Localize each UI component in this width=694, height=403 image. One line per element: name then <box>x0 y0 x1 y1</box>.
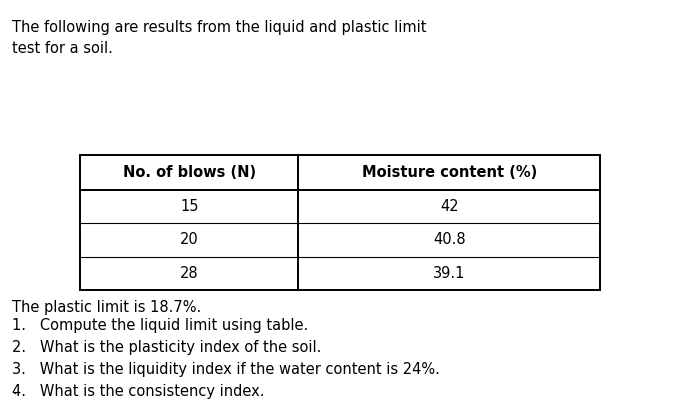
Text: 28: 28 <box>180 266 198 281</box>
Text: The following are results from the liquid and plastic limit: The following are results from the liqui… <box>12 20 427 35</box>
Text: Moisture content (%): Moisture content (%) <box>362 165 537 180</box>
Text: The plastic limit is 18.7%.: The plastic limit is 18.7%. <box>12 300 201 315</box>
Text: 40.8: 40.8 <box>433 233 466 247</box>
Text: 39.1: 39.1 <box>433 266 466 281</box>
Text: 3.   What is the liquidity index if the water content is 24%.: 3. What is the liquidity index if the wa… <box>12 362 440 377</box>
Text: 42: 42 <box>440 199 459 214</box>
Text: 20: 20 <box>180 233 198 247</box>
Text: test for a soil.: test for a soil. <box>12 41 113 56</box>
Text: 2.   What is the plasticity index of the soil.: 2. What is the plasticity index of the s… <box>12 340 321 355</box>
Text: 4.   What is the consistency index.: 4. What is the consistency index. <box>12 384 264 399</box>
Text: .: . <box>12 382 17 397</box>
Text: No. of blows (N): No. of blows (N) <box>123 165 256 180</box>
Text: 1.   Compute the liquid limit using table.: 1. Compute the liquid limit using table. <box>12 318 308 333</box>
Text: 15: 15 <box>180 199 198 214</box>
